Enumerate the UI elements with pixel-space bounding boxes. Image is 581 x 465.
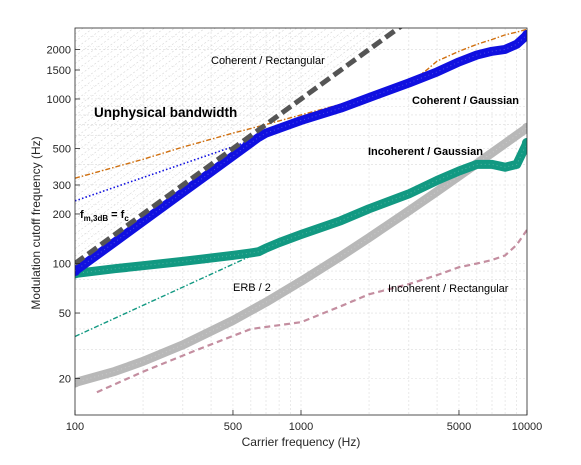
- unphysical-hatch-line: [75, 28, 359, 235]
- unphysical-hatch-line: [75, 28, 206, 124]
- f3db-subscript: m,3dB: [84, 214, 109, 223]
- unphysical-hatch-line: [75, 28, 379, 249]
- unphysical-hatch-line: [75, 28, 298, 190]
- series-line-incoherent-gaussian: [75, 138, 527, 278]
- y-tick-label: 50: [59, 308, 71, 320]
- unphysical-hatch-line: [75, 28, 389, 257]
- fc-subscript: c: [124, 214, 129, 223]
- unphysical-hatch-line: [75, 28, 267, 168]
- y-tick-label: 1000: [47, 94, 71, 106]
- series-endpoint-incoherent-gaussian: [75, 268, 81, 279]
- x-tick-label: 10000: [512, 421, 543, 433]
- series-line-erb-2: [75, 123, 527, 387]
- annotation-f3db-equals-fc: fm,3dB = fc: [80, 209, 129, 223]
- annotation-unphysical-bandwidth: Unphysical bandwidth: [94, 105, 237, 120]
- y-tick-label: 500: [53, 143, 71, 155]
- unphysical-hatch-line: [75, 28, 288, 183]
- unphysical-hatch-line: [75, 0, 527, 4]
- unphysical-hatch-line: [75, 28, 155, 87]
- annotation-coherent-gaussian: Coherent / Gaussian: [412, 95, 519, 107]
- series-endpoint-coherent-gaussian: [521, 29, 527, 41]
- f3db-main: f: [80, 209, 84, 221]
- x-axis-label: Carrier frequency (Hz): [242, 435, 361, 449]
- series-line-incoherent-rectangular: [96, 229, 527, 394]
- unphysical-hatch-line: [75, 28, 257, 161]
- y-axis-label: Modulation cutoff frequency (Hz): [29, 136, 43, 309]
- series-line-f-m-3db-f-c: [75, 28, 403, 266]
- y-tick-label: 100: [53, 258, 71, 270]
- unphysical-hatch-line: [75, 28, 186, 109]
- series-endpoint-coherent-gaussian: [75, 265, 81, 277]
- series-endpoint-incoherent-gaussian: [521, 137, 527, 149]
- x-tick-label: 5000: [447, 421, 471, 433]
- series-endpoint-erb-2: [75, 377, 81, 388]
- unphysical-hatch-line: [75, 28, 227, 138]
- unphysical-hatch-line: [75, 28, 166, 94]
- y-tick-label: 20: [59, 373, 71, 385]
- unphysical-hatch-line: [75, 28, 237, 146]
- unphysical-hatch-line: [75, 28, 277, 175]
- y-tick-label: 2000: [47, 44, 71, 56]
- y-tick-label: 1500: [47, 65, 71, 77]
- series-layer: [75, 28, 527, 394]
- unphysical-hatch-line: [75, 28, 196, 116]
- unphysical-hatch-line: [75, 28, 318, 205]
- unphysical-hatch-line: [75, 28, 349, 227]
- unphysical-hatch-line: [75, 28, 308, 198]
- y-tick-label: 200: [53, 209, 71, 221]
- unphysical-hatch-line: [75, 0, 527, 12]
- annotation-incoherent-gaussian: Incoherent / Gaussian: [368, 146, 483, 158]
- series-line-teal-extension: [75, 251, 261, 338]
- annotation-coherent-rectangular: Coherent / Rectangular: [211, 55, 325, 67]
- series-line-blue-extension: [75, 136, 261, 202]
- unphysical-hatch-line: [75, 28, 94, 42]
- unphysical-hatch-line: [75, 28, 338, 220]
- unphysical-hatch-line: [75, 28, 216, 131]
- unphysical-hatch-line: [75, 28, 247, 153]
- series-endpoint-erb-2: [521, 122, 527, 133]
- x-tick-label: 1000: [289, 421, 313, 433]
- annotation-incoherent-rectangular: Incoherent / Rectangular: [388, 283, 509, 295]
- series-texture-erb-2: [75, 127, 527, 383]
- unphysical-hatch-line: [75, 0, 527, 27]
- annotation-erb-half: ERB / 2: [233, 282, 271, 294]
- series-line-coherent-gaussian: [75, 30, 527, 276]
- f3db-equals: = f: [108, 209, 125, 221]
- x-tick-label: 500: [224, 421, 242, 433]
- unphysical-hatch-line: [75, 0, 527, 19]
- axis-ticks: 100 500 1000 5000 10000 20 50 100 200 300 500 1000 1…: [47, 44, 543, 433]
- y-tick-label: 300: [53, 180, 71, 192]
- unphysical-hatch-line: [75, 28, 176, 101]
- unphysical-hatch-line: [75, 28, 369, 242]
- x-tick-label: 100: [66, 421, 84, 433]
